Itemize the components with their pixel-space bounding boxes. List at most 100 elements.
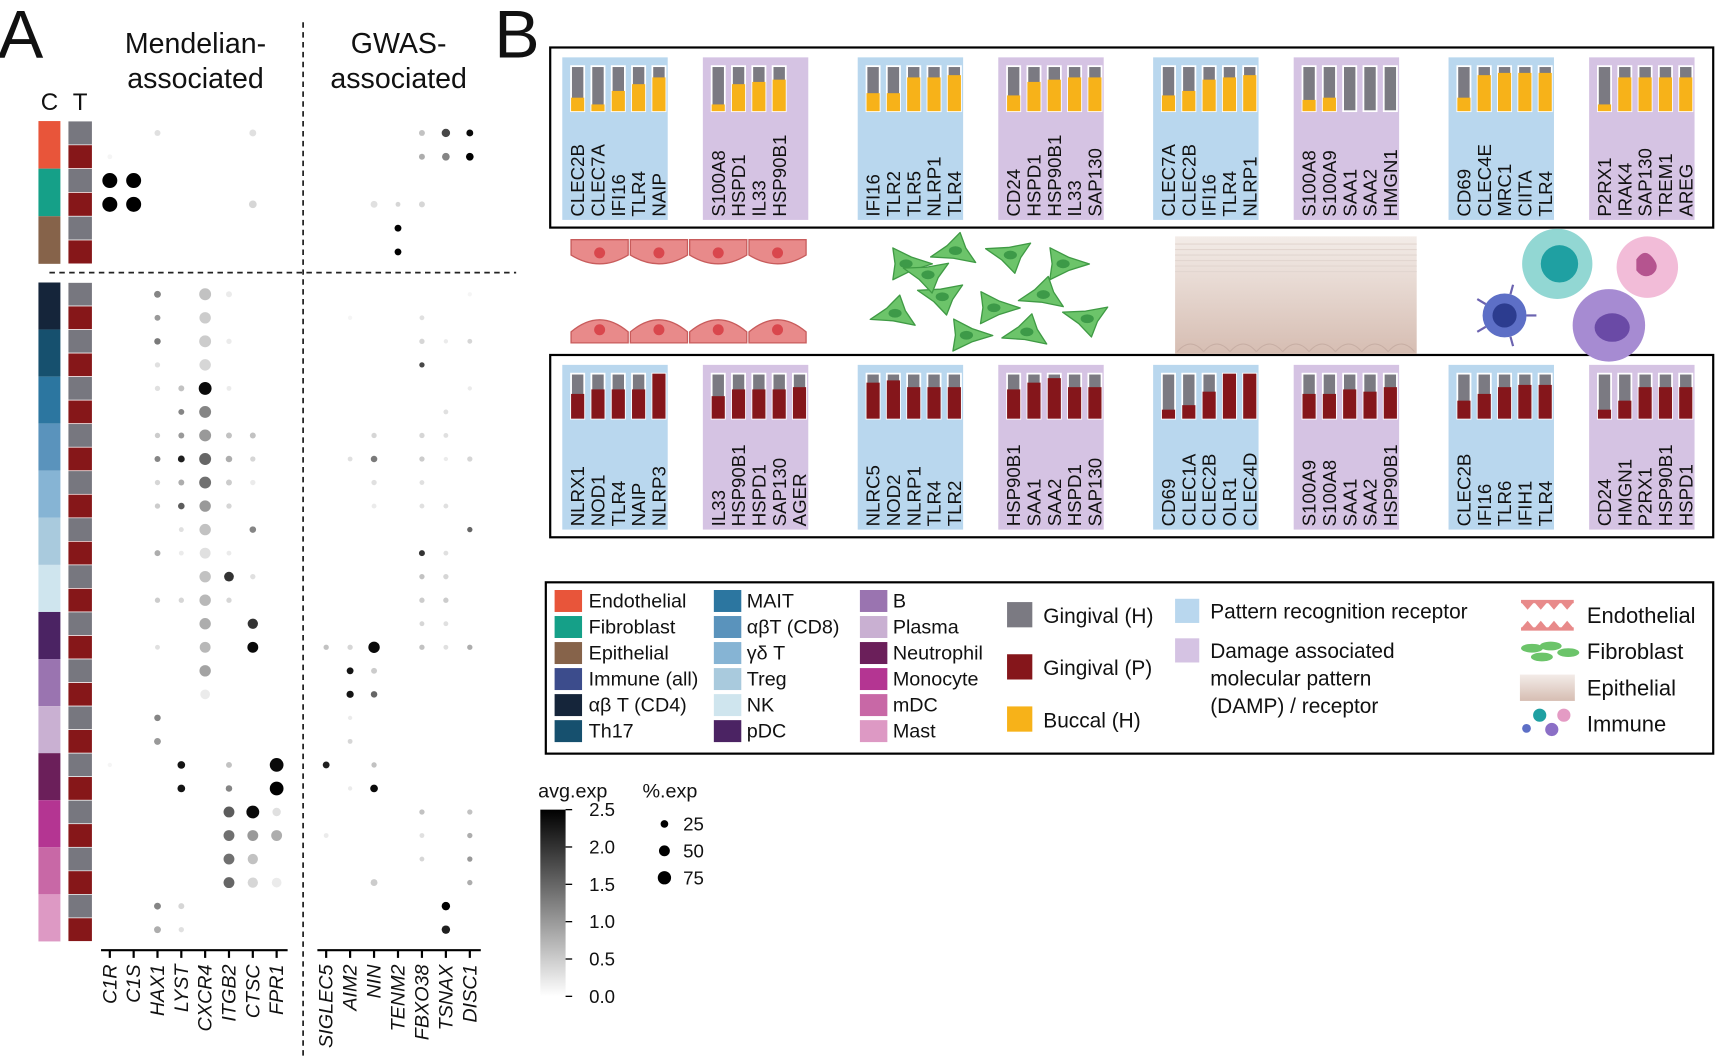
dot [346, 667, 354, 675]
size-legend-dot [658, 845, 670, 857]
colorbar-tick-label: 1.0 [589, 911, 615, 932]
dot [155, 644, 160, 650]
icon-endothelial [1547, 602, 1561, 610]
bar [1182, 405, 1196, 419]
column-header: T [73, 89, 88, 116]
dot [246, 805, 260, 819]
legend-label: Fibroblast [1587, 639, 1683, 664]
icon-endothelial [1534, 602, 1548, 610]
dot [418, 153, 425, 160]
gene-label: HSP90B1 [728, 444, 749, 526]
dot [154, 456, 161, 462]
t-annotation [67, 846, 93, 872]
dot [419, 833, 425, 838]
bar [731, 84, 746, 112]
t-annotation [67, 144, 93, 169]
icon-endothelial [1547, 620, 1561, 629]
gene-label: NLRP3 [649, 466, 670, 526]
bar [947, 387, 961, 419]
legend-icons [1519, 599, 1580, 737]
dot [199, 547, 211, 559]
epithelium-cell [1387, 343, 1415, 353]
legend-swatch [1175, 638, 1200, 663]
panel-label: A [0, 0, 44, 72]
bar [792, 387, 807, 419]
epithelium-cell [1176, 343, 1205, 353]
bar [1477, 75, 1491, 112]
bar [591, 389, 605, 419]
bar [652, 373, 666, 419]
dot [247, 877, 258, 888]
dot [199, 618, 211, 630]
bar [1518, 72, 1532, 112]
legend-label: αβ T (CD4) [589, 695, 687, 717]
legend-swatch [713, 720, 742, 743]
dot [154, 503, 161, 509]
receptor [1476, 298, 1487, 306]
gene-label: HSP90B1 [1655, 444, 1676, 526]
dot [199, 594, 211, 606]
bar [1497, 387, 1512, 419]
dot [250, 479, 256, 486]
bar [1658, 77, 1673, 112]
dot [199, 476, 212, 489]
gene-label: IL33 [748, 180, 769, 216]
dot [224, 571, 234, 582]
legend-label: molecular pattern [1210, 668, 1371, 691]
gene-label: MRC1 [1494, 164, 1515, 217]
dot [419, 574, 425, 580]
dot [226, 385, 232, 391]
dot [419, 362, 425, 368]
epithelium [1175, 236, 1417, 354]
dot [226, 338, 232, 344]
bar [1597, 104, 1612, 112]
gene-label: CLEC2B [1199, 454, 1220, 527]
dot [272, 807, 281, 817]
t-annotation [67, 239, 93, 265]
dot [154, 902, 161, 910]
bar [1457, 97, 1471, 112]
gene-label: IFI16 [1474, 484, 1495, 527]
t-annotation [67, 446, 93, 472]
dot [249, 432, 256, 439]
bar-frame [1382, 65, 1398, 113]
nucleus [712, 247, 724, 259]
gene-label: S100A8 [708, 150, 729, 216]
dot [178, 597, 184, 603]
legend-label: Immune [1587, 712, 1666, 737]
gene-label: SAP130 [1085, 458, 1106, 526]
dot [269, 758, 284, 772]
t-annotation [67, 376, 93, 401]
bar [571, 393, 585, 419]
bar [907, 387, 921, 419]
gene-label: NLRP1 [903, 466, 924, 526]
dot [154, 714, 161, 722]
nucleus [987, 303, 1001, 313]
bar [1027, 382, 1041, 419]
dot [443, 574, 449, 580]
t-annotation [67, 729, 93, 754]
t-annotation [67, 168, 93, 193]
gene-label: CLEC2B [567, 144, 588, 217]
dot [102, 196, 118, 212]
bar [1322, 97, 1336, 112]
bar [1161, 409, 1176, 419]
legend-swatch [554, 642, 583, 665]
gene-label: CLEC2B [1454, 454, 1475, 527]
gene-label: DISC1 [459, 964, 481, 1022]
legend-swatch [713, 642, 742, 665]
legend-label: Damage associated [1210, 640, 1394, 663]
bar [1202, 79, 1216, 112]
dot [443, 409, 449, 415]
t-annotation [67, 917, 93, 942]
size-legend-label: 25 [683, 814, 704, 835]
dot [223, 806, 235, 818]
nucleus [653, 247, 665, 259]
legend-swatch [859, 668, 888, 691]
c-annotation [38, 423, 61, 471]
dot [178, 926, 184, 933]
epithelium-cell [1335, 343, 1363, 353]
gene-label: NAIP [649, 173, 670, 217]
dot [371, 432, 377, 439]
